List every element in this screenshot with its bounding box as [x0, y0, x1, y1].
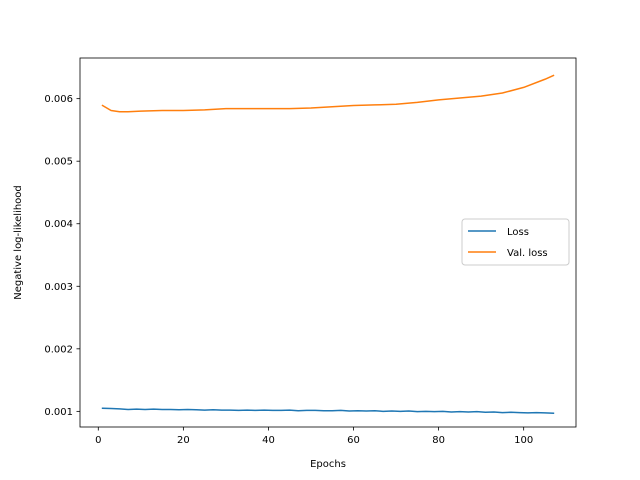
- legend-label: Loss: [507, 227, 529, 238]
- y-axis-ticks: 0.001 0.002 0.003 0.004 0.005 0.006: [44, 94, 80, 418]
- x-axis-label: Epochs: [310, 459, 346, 470]
- y-axis-label: Negative log-likelihood: [13, 185, 24, 300]
- x-tick-label: 20: [177, 435, 190, 446]
- legend-label: Val. loss: [507, 248, 548, 259]
- series-line-1: [101, 407, 555, 415]
- x-tick-label: 0: [95, 435, 101, 446]
- series-line-2: [101, 74, 555, 113]
- y-tick-label: 0.002: [44, 344, 73, 355]
- x-tick-label: 60: [347, 435, 360, 446]
- x-tick-label: 40: [262, 435, 275, 446]
- series-lines: [101, 74, 555, 415]
- legend-entries: Loss Val. loss: [468, 227, 548, 259]
- y-tick-label: 0.003: [44, 282, 73, 293]
- legend: Loss Val. loss: [461, 218, 570, 266]
- y-tick-label: 0.006: [44, 94, 73, 105]
- x-axis-ticks: 0 20 40 60 80 100: [95, 427, 533, 446]
- y-tick-label: 0.004: [44, 219, 73, 230]
- x-tick-label: 100: [514, 435, 533, 446]
- x-tick-label: 80: [432, 435, 445, 446]
- y-tick-label: 0.005: [44, 157, 73, 168]
- y-tick-label: 0.001: [44, 407, 73, 418]
- axes-frame: [79, 57, 577, 428]
